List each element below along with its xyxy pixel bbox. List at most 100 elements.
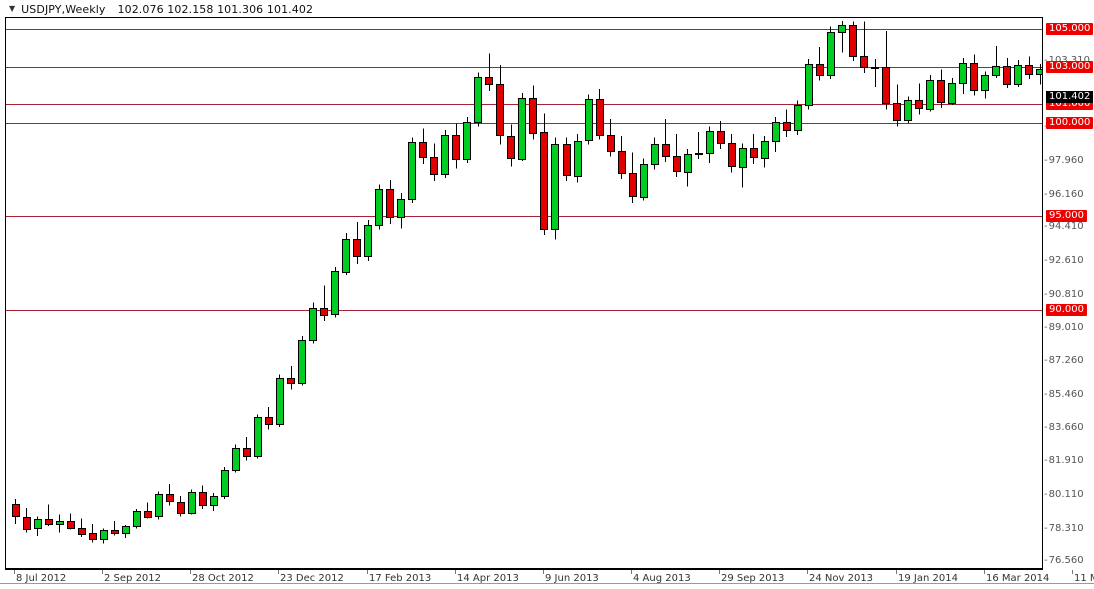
candlestick[interactable] xyxy=(100,528,108,544)
candlestick[interactable] xyxy=(805,59,813,110)
candlestick[interactable] xyxy=(838,20,846,53)
candlestick[interactable] xyxy=(155,491,163,520)
candlestick[interactable] xyxy=(56,514,64,533)
candlestick[interactable] xyxy=(574,133,582,183)
price-level-label[interactable]: 100.000 xyxy=(1046,116,1094,129)
candlestick[interactable] xyxy=(915,83,923,115)
candlestick[interactable] xyxy=(1025,56,1033,79)
candlestick[interactable] xyxy=(89,524,97,543)
candlestick[interactable] xyxy=(585,94,593,145)
candlestick[interactable] xyxy=(78,518,86,538)
candlestick[interactable] xyxy=(970,54,978,96)
candlestick[interactable] xyxy=(485,53,493,91)
candlestick[interactable] xyxy=(177,495,185,517)
candlestick[interactable] xyxy=(640,158,648,201)
candlestick[interactable] xyxy=(992,46,1000,78)
candlestick[interactable] xyxy=(265,407,273,430)
candlestick[interactable] xyxy=(331,266,339,318)
candlestick[interactable] xyxy=(287,365,295,390)
price-level-label[interactable]: 103.000 xyxy=(1046,60,1094,73)
candlestick[interactable] xyxy=(695,132,703,160)
candlestick[interactable] xyxy=(353,221,361,265)
candlestick[interactable] xyxy=(221,466,229,499)
candlestick[interactable] xyxy=(959,58,967,94)
candlestick[interactable] xyxy=(827,26,835,79)
candlestick[interactable] xyxy=(188,489,196,515)
candlestick[interactable] xyxy=(12,498,20,525)
price-axis[interactable]: -103.310-99.760-97.960-96.160-94.410-92.… xyxy=(1044,17,1094,569)
candlestick[interactable] xyxy=(739,143,747,188)
candlestick[interactable] xyxy=(893,84,901,127)
candlestick[interactable] xyxy=(1036,63,1043,85)
candlestick[interactable] xyxy=(67,513,75,530)
candlestick[interactable] xyxy=(452,123,460,169)
candlestick[interactable] xyxy=(706,126,714,163)
candlestick[interactable] xyxy=(496,64,504,145)
candlestick[interactable] xyxy=(243,437,251,461)
candlestick[interactable] xyxy=(133,509,141,529)
candlestick[interactable] xyxy=(772,117,780,152)
candlestick[interactable] xyxy=(618,135,626,179)
candlestick[interactable] xyxy=(926,75,934,112)
time-axis[interactable]: 8 Jul 2012 2 Sep 2012 28 Oct 2012 23 Dec 20… xyxy=(5,569,1094,589)
candlestick[interactable] xyxy=(408,137,416,204)
candlestick[interactable] xyxy=(342,233,350,276)
candlestick[interactable] xyxy=(276,374,284,427)
candlestick[interactable] xyxy=(794,100,802,135)
candlestick[interactable] xyxy=(728,133,736,173)
candlestick[interactable] xyxy=(23,508,31,533)
candlestick[interactable] xyxy=(684,148,692,187)
candlestick[interactable] xyxy=(563,137,571,181)
candlestick[interactable] xyxy=(474,72,482,127)
candlestick[interactable] xyxy=(166,483,174,506)
candlestick[interactable] xyxy=(981,71,989,99)
candlestick[interactable] xyxy=(673,133,681,178)
candlestick[interactable] xyxy=(662,119,670,163)
candlestick[interactable] xyxy=(375,184,383,230)
candlestick[interactable] xyxy=(651,137,659,170)
candlestick[interactable] xyxy=(232,444,240,473)
candlestick[interactable] xyxy=(717,120,725,149)
candlestick[interactable] xyxy=(122,524,130,539)
chart-plot-frame[interactable] xyxy=(5,17,1043,569)
candlestick[interactable] xyxy=(45,504,53,526)
candlestick[interactable] xyxy=(904,96,912,123)
candlestick[interactable] xyxy=(199,485,207,510)
candlestick[interactable] xyxy=(111,521,119,536)
candlestick[interactable] xyxy=(882,31,890,110)
candlestick[interactable] xyxy=(629,152,637,204)
candlestick[interactable] xyxy=(860,21,868,74)
candlestick[interactable] xyxy=(320,285,328,322)
candlestick[interactable] xyxy=(750,133,758,164)
candlestick[interactable] xyxy=(254,414,262,459)
candlestick[interactable] xyxy=(529,85,537,140)
candlestick[interactable] xyxy=(364,220,372,262)
chevron-down-icon[interactable]: ▼ xyxy=(9,4,16,13)
candlestick[interactable] xyxy=(386,179,394,224)
candlestick[interactable] xyxy=(463,117,471,163)
price-level-label[interactable]: 90.000 xyxy=(1046,303,1087,316)
candlestick[interactable] xyxy=(551,137,559,240)
candlestick[interactable] xyxy=(430,143,438,181)
candlestick[interactable] xyxy=(761,135,769,168)
candlestick[interactable] xyxy=(783,109,791,137)
candlestick[interactable] xyxy=(1014,60,1022,88)
candlestick[interactable] xyxy=(441,130,449,178)
candlestick-plot[interactable] xyxy=(6,18,1042,568)
candlestick[interactable] xyxy=(397,192,405,229)
candlestick[interactable] xyxy=(937,69,945,108)
candlestick[interactable] xyxy=(210,493,218,511)
candlestick[interactable] xyxy=(309,302,317,344)
candlestick[interactable] xyxy=(540,113,548,236)
candlestick[interactable] xyxy=(596,89,604,140)
candlestick[interactable] xyxy=(607,119,615,157)
candlestick[interactable] xyxy=(34,516,42,537)
candlestick[interactable] xyxy=(507,124,515,167)
candlestick[interactable] xyxy=(849,21,857,62)
candlestick[interactable] xyxy=(948,77,956,105)
candlestick[interactable] xyxy=(871,59,879,88)
price-level-label[interactable]: 105.000 xyxy=(1046,23,1094,36)
candlestick[interactable] xyxy=(419,128,427,164)
candlestick[interactable] xyxy=(1003,58,1011,89)
candlestick[interactable] xyxy=(816,46,824,81)
